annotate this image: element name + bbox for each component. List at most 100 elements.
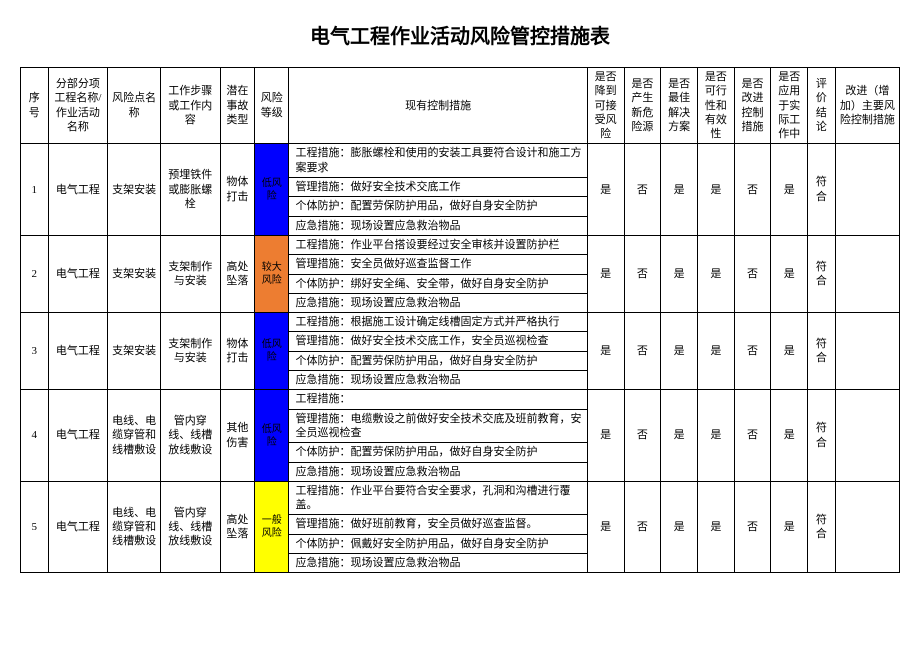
cell-project: 电气工程: [48, 390, 108, 481]
cell-q6: 是: [771, 235, 808, 312]
table-row: 4电气工程电线、电缆穿管和线槽敷设管内穿线、线槽放线敷设其他伤害低风险工程措施：…: [21, 390, 900, 409]
cell-q5: 否: [734, 313, 771, 390]
cell-step: 预埋铁件或膨胀螺栓: [160, 144, 220, 235]
cell-measure: 个体防护：佩戴好安全防护用品，做好自身安全防护: [289, 534, 587, 553]
cell-measure: 个体防护：配置劳保防护用品，做好自身安全防护: [289, 351, 587, 370]
cell-riskpoint: 支架安装: [108, 235, 161, 312]
cell-accident: 物体打击: [220, 144, 254, 235]
table-row: 5电气工程电线、电缆穿管和线槽敷设管内穿线、线槽放线敷设高处坠落一般风险工程措施…: [21, 481, 900, 515]
header-row: 序号 分部分项工程名称/作业活动名称 风险点名称 工作步骤或工作内容 潜在事故类…: [21, 68, 900, 144]
cell-q5: 否: [734, 235, 771, 312]
cell-measure: 工程措施：: [289, 390, 587, 409]
cell-q3: 是: [661, 390, 698, 481]
table-body: 1电气工程支架安装预埋铁件或膨胀螺栓物体打击低风险工程措施：膨胀螺栓和使用的安装…: [21, 144, 900, 573]
cell-accident: 高处坠落: [220, 235, 254, 312]
cell-q1: 是: [587, 313, 624, 390]
cell-risklevel: 一般风险: [255, 481, 289, 572]
cell-seq: 2: [21, 235, 49, 312]
cell-step: 管内穿线、线槽放线敷设: [160, 481, 220, 572]
cell-q3: 是: [661, 313, 698, 390]
cell-q4: 是: [697, 235, 734, 312]
cell-risklevel: 低风险: [255, 313, 289, 390]
h-seq: 序号: [21, 68, 49, 144]
cell-eval: 符合: [808, 313, 836, 390]
h-q5: 是否改进控制措施: [734, 68, 771, 144]
cell-measure: 应急措施：现场设置应急救治物品: [289, 216, 587, 235]
cell-project: 电气工程: [48, 235, 108, 312]
table-row: 1电气工程支架安装预埋铁件或膨胀螺栓物体打击低风险工程措施：膨胀螺栓和使用的安装…: [21, 144, 900, 178]
cell-step: 支架制作与安装: [160, 313, 220, 390]
cell-q2: 否: [624, 390, 661, 481]
cell-measure: 个体防护：配置劳保防护用品，做好自身安全防护: [289, 197, 587, 216]
cell-q6: 是: [771, 390, 808, 481]
cell-project: 电气工程: [48, 481, 108, 572]
cell-q4: 是: [697, 313, 734, 390]
h-eval: 评 价 结论: [808, 68, 836, 144]
cell-eval: 符合: [808, 235, 836, 312]
h-measures: 现有控制措施: [289, 68, 587, 144]
page-title: 电气工程作业活动风险管控措施表: [20, 20, 900, 49]
cell-project: 电气工程: [48, 313, 108, 390]
cell-measure: 应急措施：现场设置应急救治物品: [289, 462, 587, 481]
cell-q3: 是: [661, 481, 698, 572]
h-accident: 潜在事故类型: [220, 68, 254, 144]
cell-improve: [835, 144, 899, 235]
cell-q4: 是: [697, 390, 734, 481]
cell-q1: 是: [587, 481, 624, 572]
cell-eval: 符合: [808, 481, 836, 572]
cell-q1: 是: [587, 144, 624, 235]
cell-risklevel: 低风险: [255, 144, 289, 235]
cell-q4: 是: [697, 481, 734, 572]
cell-step: 管内穿线、线槽放线敷设: [160, 390, 220, 481]
cell-q6: 是: [771, 481, 808, 572]
cell-q5: 否: [734, 481, 771, 572]
cell-riskpoint: 电线、电缆穿管和线槽敷设: [108, 481, 161, 572]
cell-measure: 工程措施：作业平台要符合安全要求，孔洞和沟槽进行覆盖。: [289, 481, 587, 515]
cell-riskpoint: 电线、电缆穿管和线槽敷设: [108, 390, 161, 481]
cell-q6: 是: [771, 313, 808, 390]
cell-q3: 是: [661, 144, 698, 235]
cell-measure: 管理措施：安全员做好巡查监督工作: [289, 255, 587, 274]
cell-q1: 是: [587, 235, 624, 312]
table-row: 3电气工程支架安装支架制作与安装物体打击低风险工程措施：根据施工设计确定线槽固定…: [21, 313, 900, 332]
cell-riskpoint: 支架安装: [108, 144, 161, 235]
cell-q2: 否: [624, 144, 661, 235]
cell-seq: 4: [21, 390, 49, 481]
cell-measure: 个体防护：绑好安全绳、安全带，做好自身安全防护: [289, 274, 587, 293]
cell-q6: 是: [771, 144, 808, 235]
cell-improve: [835, 313, 899, 390]
cell-q4: 是: [697, 144, 734, 235]
cell-measure: 管理措施：做好班前教育，安全员做好巡查监督。: [289, 515, 587, 534]
cell-q2: 否: [624, 481, 661, 572]
cell-q5: 否: [734, 390, 771, 481]
cell-improve: [835, 481, 899, 572]
cell-improve: [835, 235, 899, 312]
h-step: 工作步骤或工作内容: [160, 68, 220, 144]
cell-q5: 否: [734, 144, 771, 235]
cell-seq: 5: [21, 481, 49, 572]
cell-accident: 高处坠落: [220, 481, 254, 572]
h-improve: 改进（增加）主要风险控制措施: [835, 68, 899, 144]
h-q1: 是否降到可接受风险: [587, 68, 624, 144]
cell-q2: 否: [624, 235, 661, 312]
table-row: 2电气工程支架安装支架制作与安装高处坠落较大风险工程措施：作业平台搭设要经过安全…: [21, 235, 900, 254]
cell-accident: 其他伤害: [220, 390, 254, 481]
cell-eval: 符合: [808, 144, 836, 235]
cell-improve: [835, 390, 899, 481]
cell-measure: 管理措施：做好安全技术交底工作，安全员巡视检查: [289, 332, 587, 351]
cell-measure: 应急措施：现场设置应急救治物品: [289, 293, 587, 312]
cell-step: 支架制作与安装: [160, 235, 220, 312]
h-q3: 是否最佳解决方案: [661, 68, 698, 144]
cell-measure: 工程措施：作业平台搭设要经过安全审核并设置防护栏: [289, 235, 587, 254]
cell-riskpoint: 支架安装: [108, 313, 161, 390]
cell-measure: 个体防护：配置劳保防护用品，做好自身安全防护: [289, 443, 587, 462]
cell-q1: 是: [587, 390, 624, 481]
cell-eval: 符 合: [808, 390, 836, 481]
h-project: 分部分项工程名称/作业活动名称: [48, 68, 108, 144]
cell-seq: 1: [21, 144, 49, 235]
cell-seq: 3: [21, 313, 49, 390]
cell-measure: 管理措施：电缆敷设之前做好安全技术交底及班前教育，安全员巡视检查: [289, 409, 587, 443]
cell-measure: 应急措施：现场设置应急救治物品: [289, 554, 587, 573]
risk-table: 序号 分部分项工程名称/作业活动名称 风险点名称 工作步骤或工作内容 潜在事故类…: [20, 67, 900, 573]
cell-measure: 应急措施：现场设置应急救治物品: [289, 371, 587, 390]
